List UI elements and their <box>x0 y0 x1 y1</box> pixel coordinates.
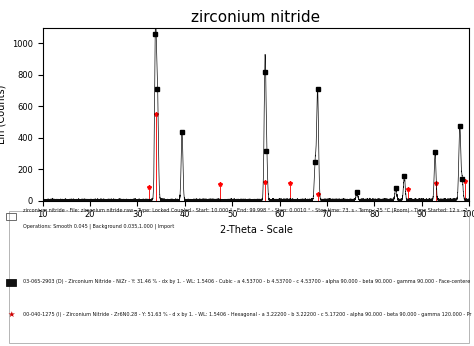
Text: 03-065-2903 (D) - Zirconium Nitride - NiZr - Y: 31.46 % - dx by 1. - WL: 1.5406 : 03-065-2903 (D) - Zirconium Nitride - Ni… <box>23 280 470 284</box>
Text: Operations: Smooth 0.045 | Background 0.035,1.000 | Import: Operations: Smooth 0.045 | Background 0.… <box>23 223 174 229</box>
Title: zirconium nitride: zirconium nitride <box>191 10 320 25</box>
Y-axis label: Lin (Counts): Lin (Counts) <box>0 84 6 144</box>
X-axis label: 2-Theta - Scale: 2-Theta - Scale <box>219 225 292 235</box>
Text: ★: ★ <box>7 310 15 319</box>
Text: zirconium nitride - File: zirconium nitride.raw - Type: Locked Coupled - Start: : zirconium nitride - File: zirconium nitr… <box>23 208 469 212</box>
Text: 00-040-1275 (I) - Zirconium Nitride - Zr6N0.28 - Y: 51.63 % - d x by 1. - WL: 1.: 00-040-1275 (I) - Zirconium Nitride - Zr… <box>23 312 471 317</box>
